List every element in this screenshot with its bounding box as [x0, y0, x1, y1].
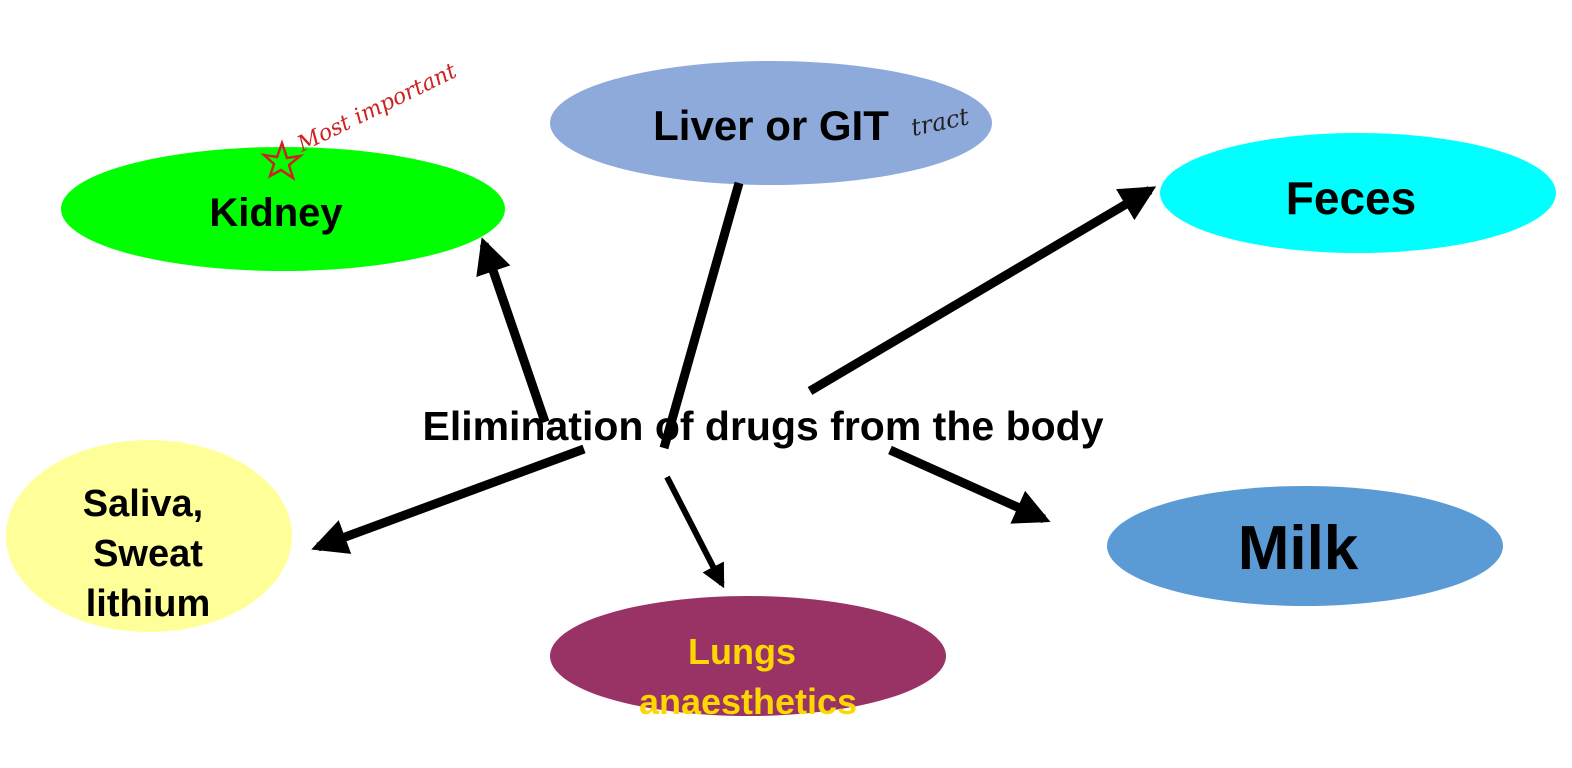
arrow-to-feces — [807, 186, 1157, 395]
saliva-label-line1: Saliva, — [83, 483, 203, 525]
arrow-to-lungs — [664, 475, 725, 589]
kidney-node — [61, 147, 505, 271]
liver-git-label: Liver or GIT — [653, 102, 889, 149]
milk-label: Milk — [1238, 514, 1359, 583]
milk-node — [1107, 486, 1503, 606]
liver-git-node — [550, 61, 992, 185]
lungs-node — [550, 596, 946, 716]
saliva-label-line2: Sweat — [93, 533, 203, 575]
feces-node — [1160, 133, 1556, 253]
most-important-annotation: Most important — [293, 59, 461, 158]
connector-liver — [659, 181, 744, 450]
arrow-to-saliva — [311, 444, 586, 554]
lungs-label-line2: anaesthetics — [639, 681, 857, 722]
arrow-to-milk — [888, 445, 1051, 524]
star-icon — [260, 139, 305, 181]
saliva-label-line3: lithium — [86, 583, 211, 625]
lungs-label-line1: Lungs — [688, 631, 796, 672]
kidney-label: Kidney — [209, 191, 343, 235]
center-title: Elimination of drugs from the body — [422, 403, 1103, 449]
saliva-sweat-node — [6, 440, 292, 632]
feces-label: Feces — [1286, 172, 1416, 224]
arrow-to-kidney — [476, 237, 550, 424]
